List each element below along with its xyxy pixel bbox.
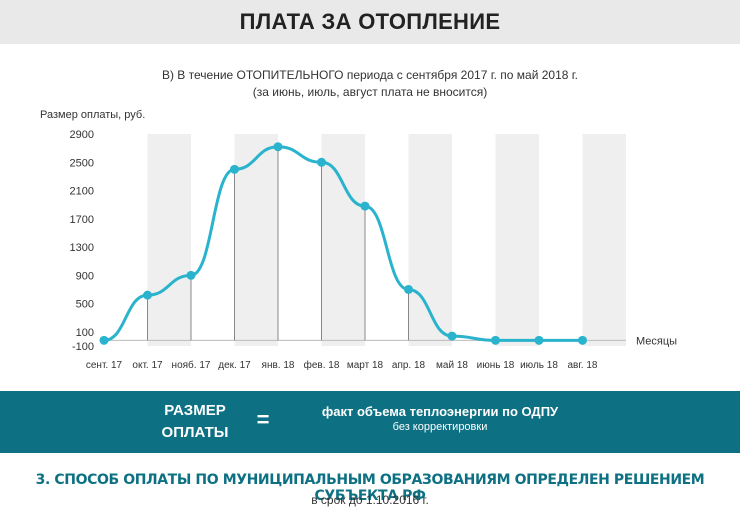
y-tick-label: 1300 — [70, 242, 94, 254]
banner-definition: факт объема теплоэнергии по ОДПУ без кор… — [280, 404, 600, 433]
y-tick-label: -100 — [72, 341, 94, 353]
banner-term: РАЗМЕР ОПЛАТЫ — [140, 400, 250, 444]
banner-term-line2: ОПЛАТЫ — [161, 424, 229, 441]
x-tick-label: нояб. 17 — [172, 359, 211, 371]
y-tick-label: 900 — [76, 270, 94, 282]
chart-subtitle-line2: (за июнь, июль, август плата не вносится… — [252, 85, 488, 99]
grid-band — [495, 134, 539, 346]
x-tick-label: окт. 17 — [132, 360, 163, 371]
y-axis-label: Размер оплаты, руб. — [40, 109, 145, 121]
page-title: ПЛАТА ЗА ОТОПЛЕНИЕ — [239, 9, 501, 34]
x-tick-label: дек. 17 — [218, 360, 251, 371]
x-tick-label: апр. 18 — [392, 360, 426, 371]
y-tick-label: 500 — [76, 299, 94, 311]
x-tick-label: июнь 18 — [477, 360, 515, 371]
y-tick-label: 2500 — [70, 157, 94, 169]
data-point — [273, 142, 283, 152]
x-tick-label: март 18 — [347, 360, 384, 371]
x-tick-label: май 18 — [436, 360, 468, 371]
banner-equals-sign: = — [256, 407, 270, 432]
chart-subtitle-line1: В) В течение ОТОПИТЕЛЬНОГО периода с сен… — [161, 68, 579, 82]
x-tick-label: янв. 18 — [262, 360, 295, 371]
grid-band — [147, 134, 191, 346]
data-point — [534, 335, 544, 345]
grid-band — [234, 134, 278, 346]
formula-banner: РАЗМЕР ОПЛАТЫ = факт объема теплоэнергии… — [0, 391, 740, 453]
data-point — [230, 164, 239, 174]
data-point — [491, 335, 500, 345]
line-chart: Размер оплаты, руб. -100 100 500 900 1300 1700… — [40, 109, 677, 371]
x-axis-label: Месяцы — [636, 335, 677, 347]
data-point — [186, 270, 196, 280]
banner-definition-main: факт объема теплоэнергии по ОДПУ — [321, 404, 559, 419]
data-point — [447, 331, 457, 341]
data-point — [404, 284, 413, 294]
y-tick-label: 1700 — [70, 214, 94, 226]
data-point — [360, 201, 370, 211]
data-point — [143, 290, 152, 300]
grid-band — [582, 134, 626, 346]
y-tick-label: 100 — [76, 327, 94, 339]
data-point — [317, 157, 326, 167]
footer-note: в срок до 1.10.2016 г. — [311, 493, 429, 507]
header: ПЛАТА ЗА ОТОПЛЕНИЕ — [0, 0, 740, 44]
y-tick-label: 2100 — [70, 186, 94, 198]
y-tick-label: 2900 — [70, 129, 94, 141]
banner-term-line1: РАЗМЕР — [164, 402, 226, 419]
data-point — [578, 335, 587, 345]
grid-band — [321, 134, 365, 346]
x-tick-label: авг. 18 — [568, 360, 598, 371]
x-tick-label: фев. 18 — [304, 359, 340, 371]
data-point — [99, 335, 109, 345]
x-tick-label: июль 18 — [520, 360, 558, 371]
x-tick-label: сент. 17 — [86, 360, 123, 371]
footer-heading: 3. СПОСОБ ОПЛАТЫ ПО МУНИЦИПАЛЬНЫМ ОБРАЗО… — [35, 472, 705, 504]
banner-definition-sub: без корректировки — [392, 421, 488, 433]
